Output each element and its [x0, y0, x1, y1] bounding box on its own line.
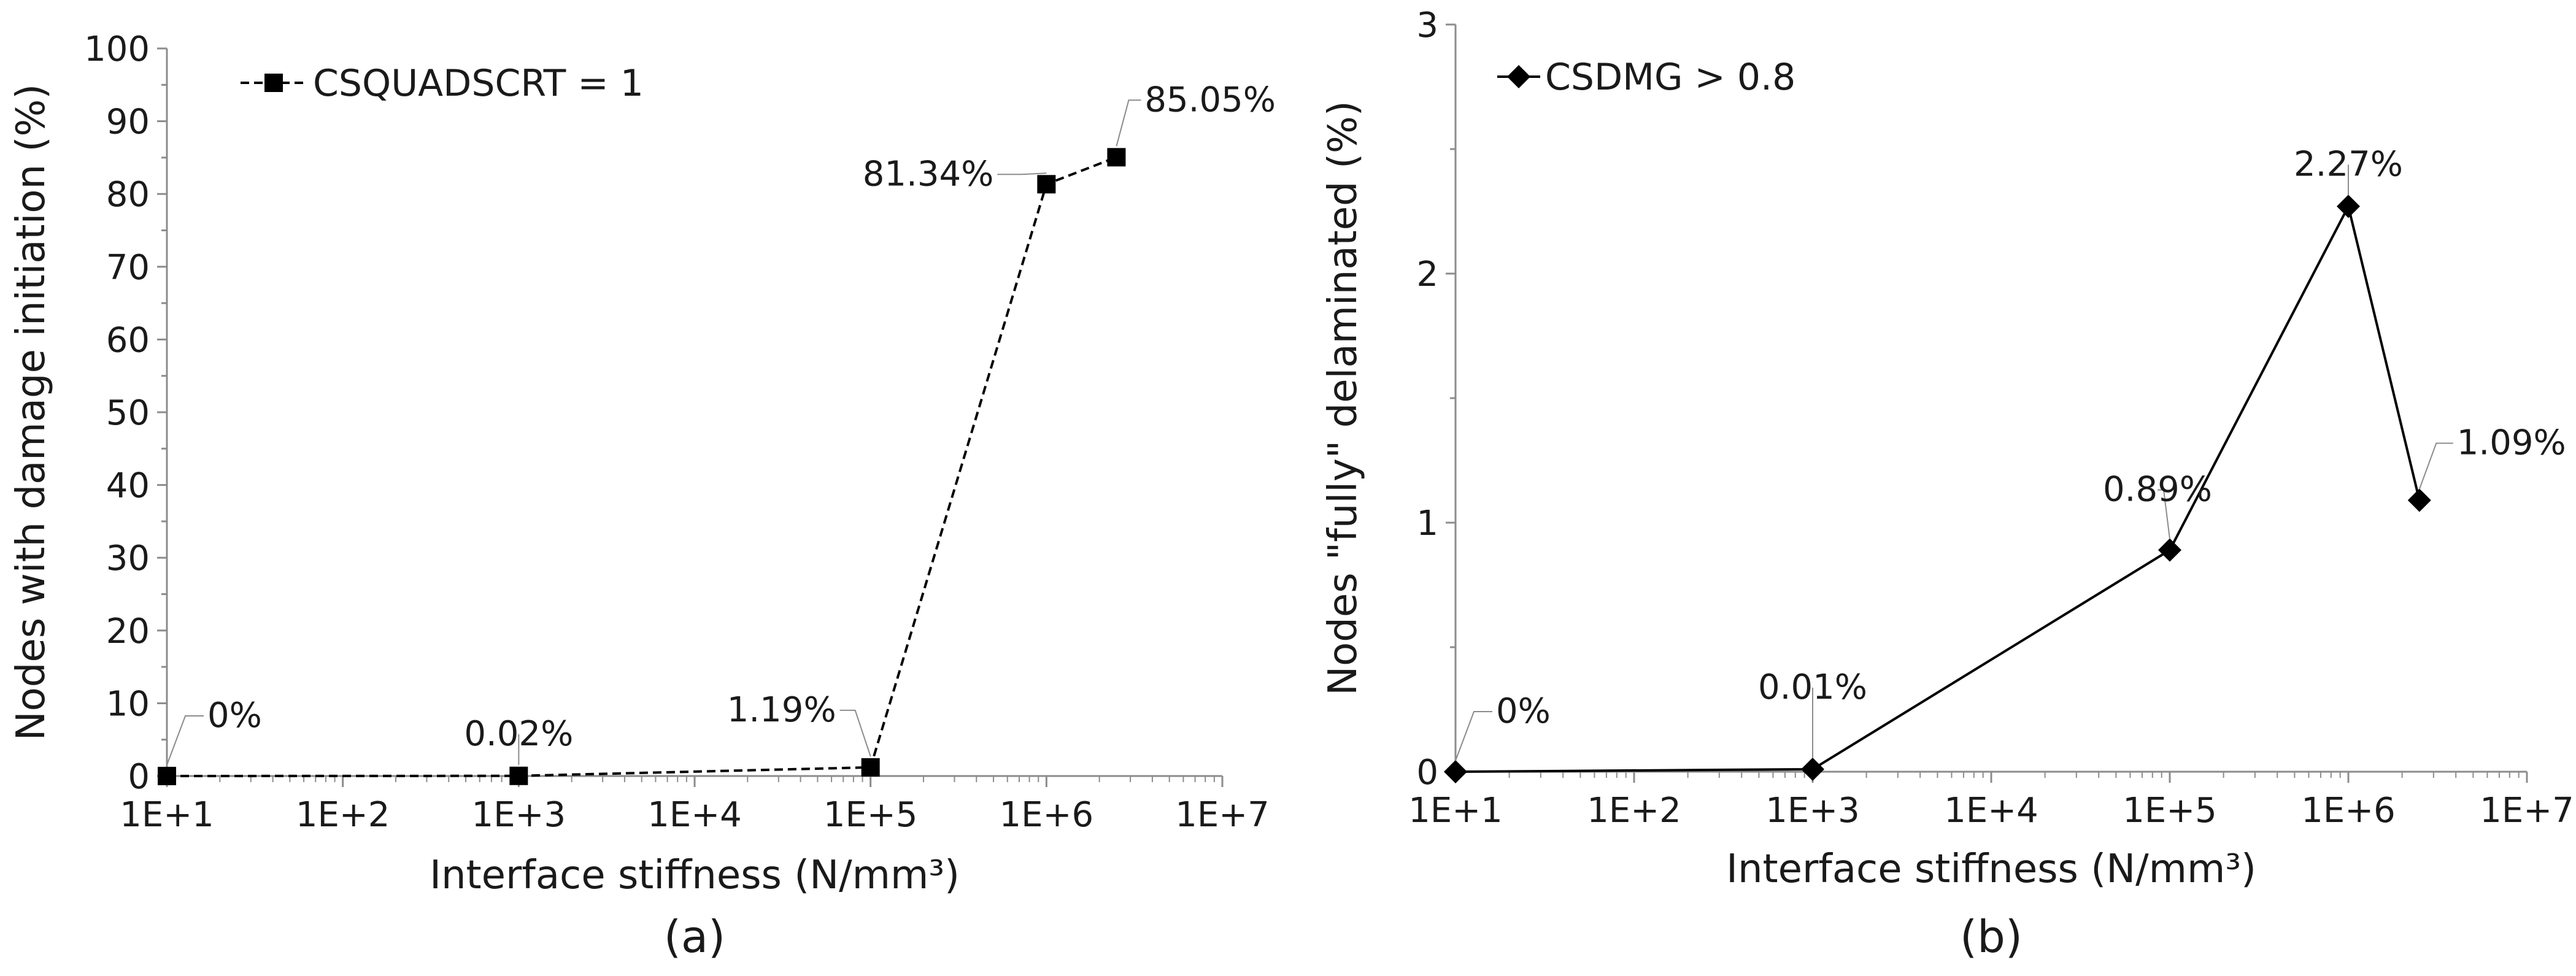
data-label: 0.02% [464, 714, 573, 754]
x-tick-label: 1E+6 [2301, 791, 2396, 831]
x-tick-label: 1E+2 [296, 795, 390, 835]
y-tick-label: 60 [106, 320, 150, 360]
x-tick-label: 1E+4 [1944, 791, 2038, 831]
y-tick-label: 1 [1416, 504, 1438, 544]
y-tick-label: 50 [106, 393, 150, 433]
chart-panel-a: 0 10 20 30 40 50 60 70 80 90 100 1E+1 1E+2 1E+3 1E+4 1E… [9, 29, 1276, 963]
y-tick-label: 0 [1416, 753, 1438, 793]
data-label: 2.27% [2294, 144, 2403, 184]
series-line [166, 156, 1117, 777]
data-label: 0.89% [2103, 470, 2212, 510]
data-point [158, 767, 176, 785]
y-tick-label: 70 [106, 248, 150, 288]
x-axis-title: Interface stiffness (N/mm³) [430, 853, 960, 898]
series-line [1455, 202, 2421, 773]
x-tick-label: 1E+7 [1175, 795, 1270, 835]
y-axis-title: Nodes "fully" delaminated (%) [1321, 101, 1366, 696]
figure-caption: (a) [664, 911, 725, 963]
data-label: 1.09% [2457, 423, 2566, 463]
data-label-leader [166, 715, 204, 766]
y-tick-label: 0 [128, 757, 150, 797]
data-label-leader [1116, 99, 1141, 147]
x-tick-label: 1E+3 [472, 795, 566, 835]
data-point [2337, 194, 2360, 218]
y-tick-label: 30 [106, 539, 150, 578]
x-tick-label: 1E+5 [2123, 791, 2217, 831]
data-point [2407, 488, 2431, 512]
y-tick-label: 100 [84, 29, 150, 69]
data-label-leader [1455, 711, 1492, 761]
data-label: 0% [207, 696, 262, 736]
data-point [1037, 175, 1056, 194]
data-label-leader [839, 709, 871, 757]
data-label: 1.19% [727, 690, 836, 730]
data-point [1107, 148, 1126, 167]
data-label: 81.34% [863, 154, 994, 194]
y-tick-label: 3 [1416, 6, 1438, 45]
x-tick-label: 1E+4 [647, 795, 742, 835]
data-label-leader [2418, 442, 2453, 490]
legend-label: CSDMG > 0.8 [1545, 56, 1795, 99]
data-point [509, 766, 528, 785]
chart-panel-b: 0 1 2 3 1E+1 1E+2 1E+3 1E+4 1E+5 1E+6 1E+7 Nodes "f… [1321, 6, 2574, 963]
y-tick-label: 10 [106, 684, 150, 724]
data-label: 0.01% [1758, 667, 1867, 707]
data-label-leader [997, 172, 1047, 175]
data-label-leader [2158, 489, 2170, 539]
figure-caption: (b) [1960, 911, 2023, 963]
legend-marker [1507, 65, 1530, 88]
data-label: 0% [1496, 691, 1551, 731]
y-axis-title: Nodes with damage initiation (%) [9, 84, 54, 741]
data-point [861, 758, 880, 777]
x-tick-label: 1E+1 [1408, 791, 1503, 831]
data-point [1444, 760, 1467, 783]
data-point [2158, 538, 2181, 562]
y-tick-label: 80 [106, 175, 150, 215]
x-tick-label: 1E+3 [1765, 791, 1860, 831]
data-point [1801, 757, 1824, 781]
data-label: 85.05% [1144, 80, 1276, 120]
y-tick-label: 40 [106, 466, 150, 506]
x-tick-label: 1E+1 [120, 795, 214, 835]
x-axis-title: Interface stiffness (N/mm³) [1726, 847, 2256, 892]
y-tick-label: 2 [1416, 255, 1438, 294]
legend-marker [264, 74, 283, 92]
x-tick-label: 1E+2 [1587, 791, 1681, 831]
y-tick-label: 20 [106, 612, 150, 651]
x-tick-label: 1E+6 [1000, 795, 1094, 835]
y-tick-label: 90 [106, 102, 150, 142]
x-tick-label: 1E+5 [823, 795, 918, 835]
x-tick-label: 1E+7 [2480, 791, 2574, 831]
legend-label: CSQUADSCRT = 1 [313, 62, 644, 105]
